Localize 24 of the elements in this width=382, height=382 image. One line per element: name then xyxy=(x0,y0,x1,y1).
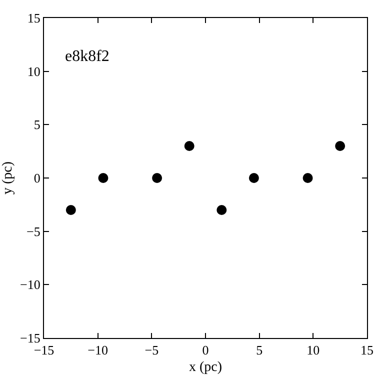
x-tick-label: 15 xyxy=(360,342,374,358)
y-tick-label: 10 xyxy=(27,64,40,79)
annotation: e8k8f2 xyxy=(65,48,110,65)
y-axis-title: y (pc) xyxy=(0,161,16,195)
y-tick-label: 0 xyxy=(34,170,40,186)
point xyxy=(184,141,194,151)
x-tick-label: 0 xyxy=(202,342,209,358)
point xyxy=(216,205,227,215)
point xyxy=(98,173,108,183)
y-tick-label: 15 xyxy=(27,10,40,26)
point xyxy=(152,173,162,183)
point xyxy=(248,173,259,183)
x-tick-label: 5 xyxy=(256,342,263,358)
x-tick-label: −5 xyxy=(144,342,159,358)
y-tick-label: −10 xyxy=(20,277,40,292)
point xyxy=(335,141,346,151)
point xyxy=(66,205,76,215)
x-tick-label: −10 xyxy=(88,342,108,358)
y-tick-label: −5 xyxy=(26,224,40,239)
x-tick-label: 10 xyxy=(306,342,320,358)
y-tick-label: 5 xyxy=(34,117,40,132)
y-tick-label: −15 xyxy=(20,330,40,346)
point xyxy=(302,173,313,183)
x-axis-title: x (pc) xyxy=(188,360,222,375)
